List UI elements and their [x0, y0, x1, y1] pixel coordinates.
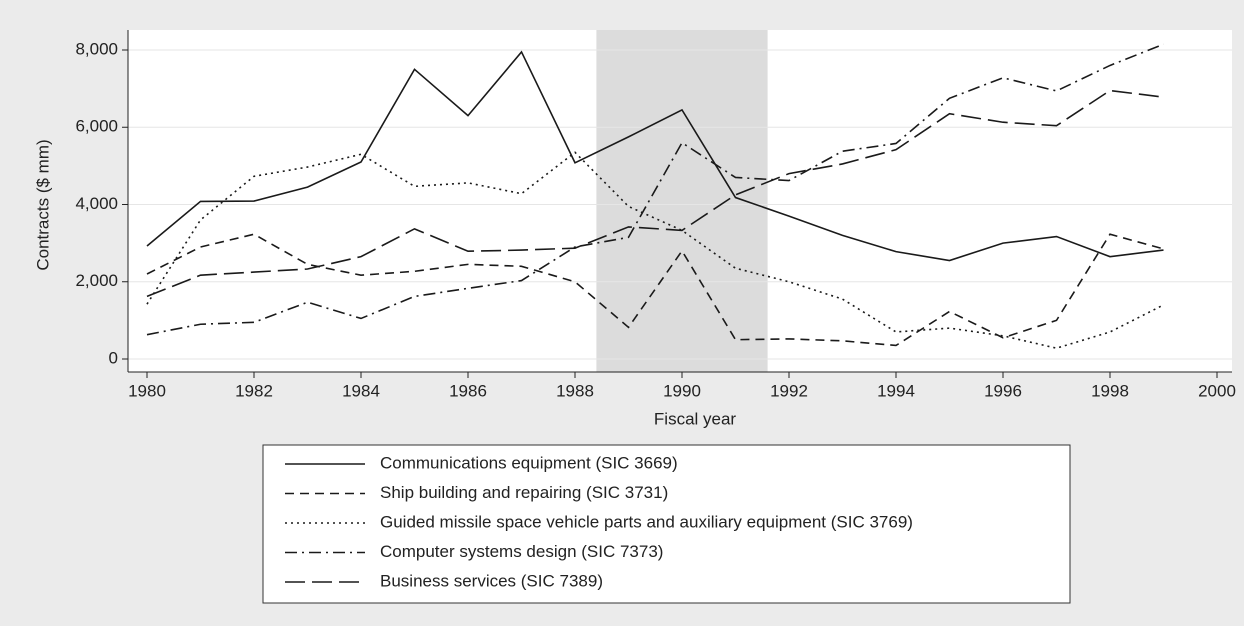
series-line — [146, 50, 1164, 262]
legend — [262, 444, 1071, 604]
y-tick-label: 4,000 — [75, 194, 118, 213]
series-line — [146, 89, 1164, 298]
x-axis-label: Fiscal year — [654, 409, 737, 428]
legend-label: Computer systems design (SIC 7373) — [380, 542, 663, 561]
y-axis-label: Contracts ($ mm) — [33, 139, 52, 270]
x-tick-label: 1988 — [556, 381, 594, 400]
series-line — [146, 43, 1164, 336]
x-tick-label: 1992 — [770, 381, 808, 400]
y-tick-label: 6,000 — [75, 117, 118, 136]
x-tick-label: 2000 — [1198, 381, 1236, 400]
x-tick-label: 1980 — [128, 381, 166, 400]
x-tick-label: 1998 — [1091, 381, 1129, 400]
legend-label: Guided missile space vehicle parts and a… — [380, 512, 913, 531]
legend-label: Communications equipment (SIC 3669) — [380, 453, 678, 472]
y-tick-label: 2,000 — [75, 271, 118, 290]
x-tick-label: 1982 — [235, 381, 273, 400]
x-tick-label: 1990 — [663, 381, 701, 400]
y-tick-label: 0 — [109, 348, 118, 367]
x-tick-label: 1996 — [984, 381, 1022, 400]
x-tick-label: 1984 — [342, 381, 380, 400]
legend-label: Business services (SIC 7389) — [380, 571, 603, 590]
shade-band — [596, 30, 768, 372]
y-tick-label: 8,000 — [75, 39, 118, 58]
legend-label: Ship building and repairing (SIC 3731) — [380, 483, 668, 502]
x-tick-label: 1986 — [449, 381, 487, 400]
x-tick-label: 1994 — [877, 381, 915, 400]
